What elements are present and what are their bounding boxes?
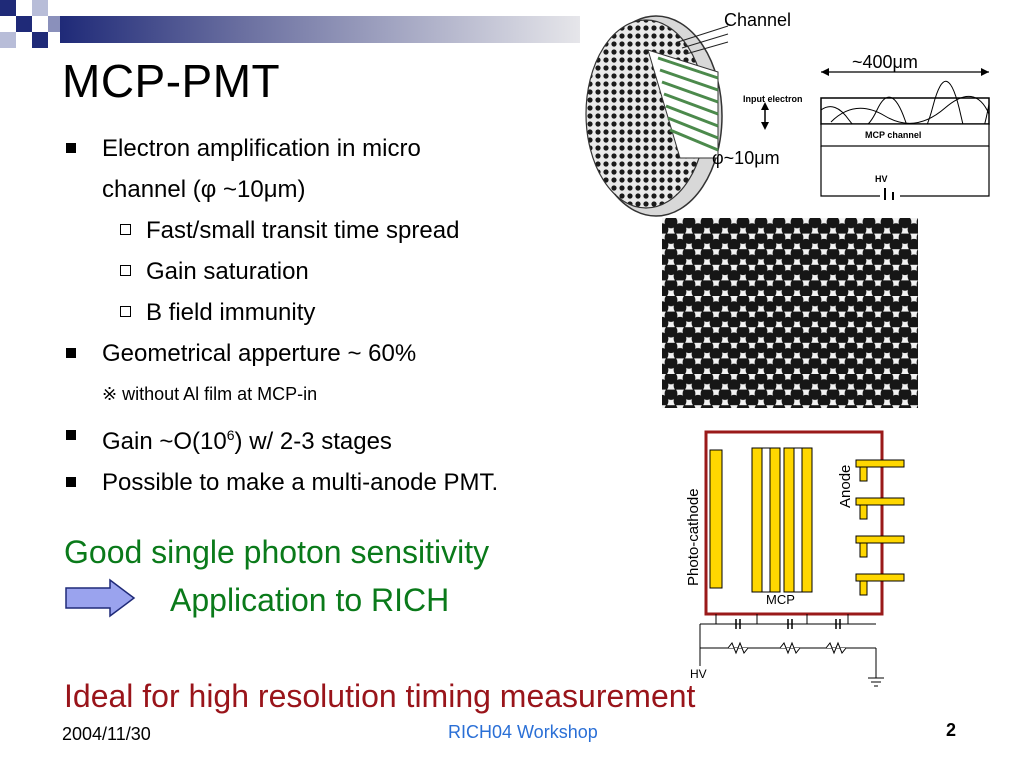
page-title: MCP-PMT [62, 55, 281, 107]
header-square [32, 0, 48, 16]
mu-symbol: μ [892, 52, 903, 72]
header-square [0, 0, 16, 16]
bullet-text: channel ( [102, 176, 201, 203]
mcp-pmt-diagram: Photo-cathode Anode MCP HV [685, 430, 905, 687]
footer-event: RICH04 Workshop [448, 722, 598, 742]
photocathode-label: Photo-cathode [685, 488, 702, 586]
bullet-item: Electron amplification in micro channel … [62, 128, 622, 210]
hv-label: HV [875, 174, 888, 184]
resistors [727, 641, 847, 655]
mcp-plate [751, 447, 763, 593]
width-value: ~400 [852, 52, 893, 72]
bullet-text: ) w/ 2-3 stages [234, 428, 392, 455]
conclusion-good: Good single photon sensitivity [64, 534, 490, 570]
photocathode-plate [709, 449, 723, 589]
mcp-channel-box [820, 123, 990, 147]
footer-date: 2004/11/30 [62, 724, 151, 744]
bullet-text: Gain ~O(10 [102, 428, 227, 455]
capacitors [735, 619, 841, 629]
bullet-square-icon [66, 348, 76, 358]
mcp-label: MCP [766, 592, 795, 607]
hv-circuit [820, 146, 990, 197]
conclusion-ideal: Ideal for high resolution timing measure… [64, 678, 696, 714]
anode-pads [855, 459, 905, 596]
unit: m [902, 52, 918, 72]
bullet-text: Electron amplification in micro [102, 135, 421, 162]
sub-bullet-text: Gain saturation [146, 258, 309, 285]
bullet-square-icon [66, 430, 76, 440]
bullet-text: Possible to make a multi-anode PMT. [102, 469, 499, 496]
channel-pointer-lines [677, 25, 729, 55]
bullet-square-icon [66, 143, 76, 153]
phi-symbol: φ [712, 148, 724, 168]
input-electron-label: Input electron [743, 94, 803, 104]
bullet-item: Gain ~O(106) w/ 2-3 stages [62, 415, 622, 462]
header-square [0, 32, 16, 48]
bullet-square-icon [66, 477, 76, 487]
header-gradient-band [60, 16, 580, 43]
diameter-value: ~10 [723, 148, 755, 168]
right-arrow-icon [65, 578, 136, 618]
hollow-square-icon [120, 306, 131, 317]
diameter-label: φ~10μm [712, 148, 780, 169]
sub-bullet-item: Fast/small transit time spread [62, 210, 622, 251]
hollow-square-icon [120, 224, 131, 235]
header-square [32, 32, 48, 48]
hollow-square-icon [120, 265, 131, 276]
note-text: ※ without Al film at MCP-in [102, 384, 318, 404]
header-bar [0, 0, 580, 48]
conclusion-application: Application to RICH [170, 582, 450, 618]
bullet-text: m) [277, 176, 306, 203]
sub-bullet-item: Gain saturation [62, 251, 622, 292]
bullet-list: Electron amplification in micro channel … [62, 128, 622, 503]
mu-symbol: μ [754, 148, 765, 168]
anode-label: Anode [837, 465, 854, 508]
width-label: ~400μm [852, 52, 918, 73]
mu-symbol: μ [263, 176, 278, 203]
mcp-micrograph [662, 218, 918, 408]
bullet-item: Geometrical apperture ~ 60% [62, 333, 622, 374]
header-square [48, 16, 60, 32]
disk-channels [657, 56, 719, 152]
sub-bullet-text: Fast/small transit time spread [146, 217, 460, 244]
mcp-channel-schematic: Input electron MCP channel HV [743, 68, 990, 200]
superscript: 6 [226, 427, 235, 443]
sub-bullet-item: B field immunity [62, 292, 622, 333]
phi-symbol: φ [200, 176, 217, 203]
hv-bottom-label: HV [690, 667, 707, 681]
channel-label: Channel [724, 10, 792, 30]
bullet-text: Geometrical apperture ~ 60% [102, 340, 417, 367]
mcp-channel-label: MCP channel [865, 130, 921, 140]
page-number: 2 [946, 720, 957, 740]
mcp-disk-figure [585, 15, 729, 217]
pmt-housing [704, 430, 884, 616]
bullet-item: Possible to make a multi-anode PMT. [62, 462, 622, 503]
unit: m [764, 148, 780, 168]
sub-bullet-text: B field immunity [146, 299, 316, 326]
ground-icon [868, 648, 884, 687]
header-square [16, 16, 32, 32]
bullet-text: ~10 [216, 176, 264, 203]
